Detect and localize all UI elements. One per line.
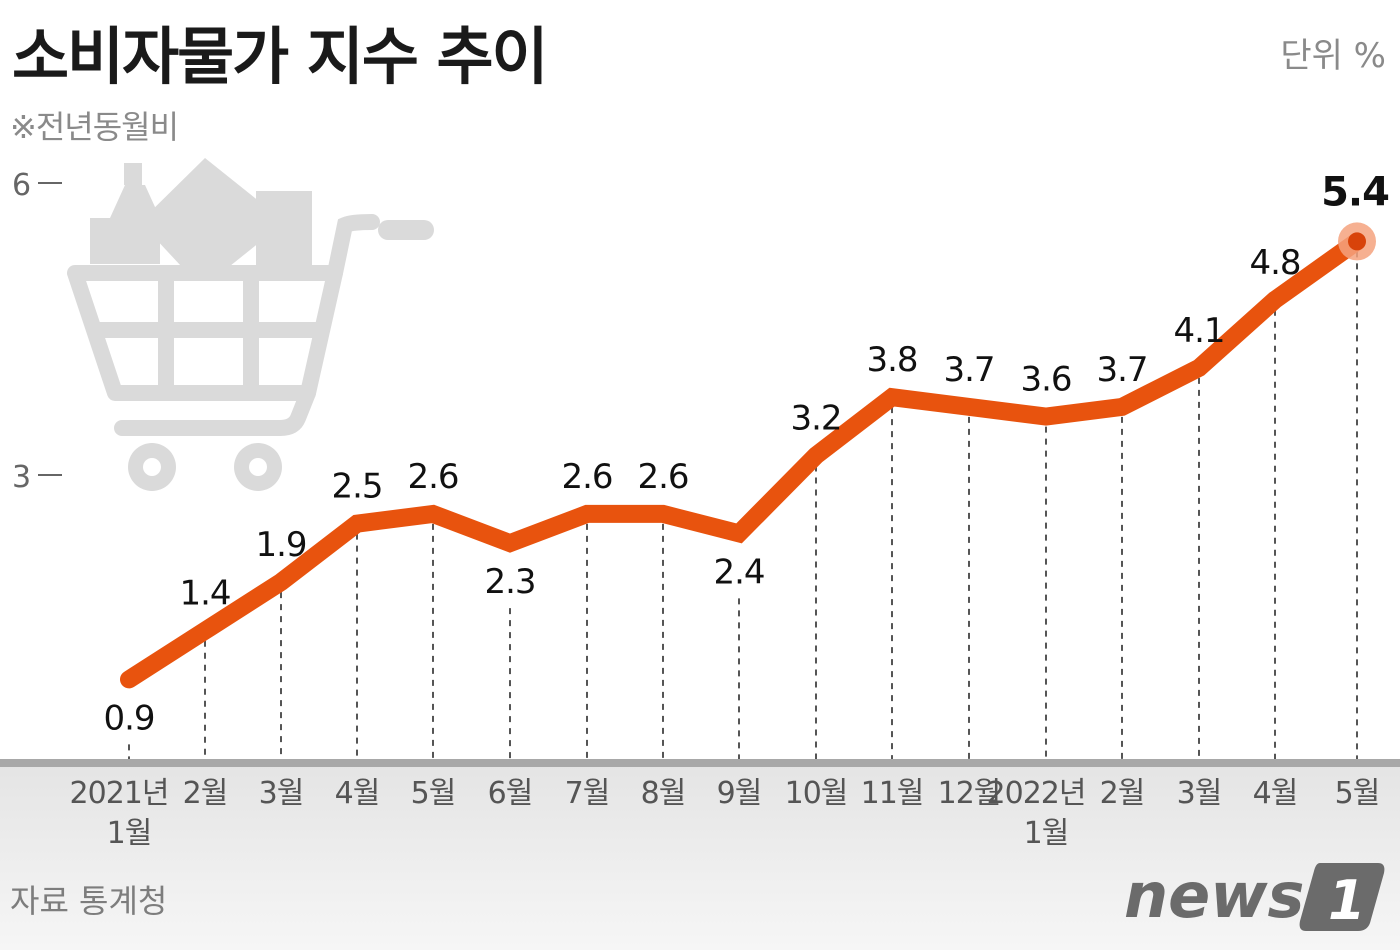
x-tick-label: 10월	[785, 776, 848, 811]
value-label: 2.3	[484, 562, 535, 602]
logo-text: news	[1124, 859, 1304, 932]
drop-lines	[128, 251, 1358, 760]
news1-logo: news 1	[1124, 859, 1385, 932]
source-label: 자료 통계청	[10, 882, 168, 920]
x-tick-label: 12월	[938, 776, 1001, 811]
y-tick-label: 6	[12, 168, 31, 203]
value-label: 3.8	[866, 340, 917, 380]
value-label: 3.7	[1096, 350, 1147, 390]
value-label: 2.5	[331, 467, 382, 507]
unit-label: 단위 %	[1280, 36, 1386, 76]
shopping-cart-icon	[67, 158, 434, 491]
y-tick-label: 3	[12, 460, 31, 495]
x-tick-label: 1월	[1024, 816, 1069, 851]
x-tick-label: 2월	[183, 776, 228, 811]
value-label: 4.1	[1173, 311, 1224, 351]
y-axis: 6 3	[12, 168, 62, 495]
x-tick-label: 4월	[1253, 776, 1298, 811]
x-tick-label: 4월	[335, 776, 380, 811]
x-tick-label: 11월	[861, 776, 924, 811]
x-tick-label: 1월	[107, 816, 152, 851]
x-axis-band	[0, 762, 1400, 950]
value-label: 0.9	[103, 698, 154, 738]
x-tick-label: 2월	[1100, 776, 1145, 811]
value-label: 2.6	[637, 457, 688, 497]
value-label: 2.6	[407, 457, 458, 497]
value-label: 3.6	[1020, 360, 1071, 400]
latest-point-dot	[1348, 232, 1366, 251]
x-tick-label: 2022년	[987, 776, 1086, 811]
value-label: 1.9	[255, 525, 306, 565]
value-label: 2.4	[713, 552, 764, 592]
value-labels: 0.9 1.4 1.9 2.5 2.6 2.3 2.6 2.6 2.4 3.2 3.8 3.7 3.6 3…	[103, 169, 1389, 738]
value-label: 1.4	[179, 574, 230, 614]
x-tick-label: 9월	[717, 776, 762, 811]
value-label: 2.6	[561, 457, 612, 497]
chart-title: 소비자물가 지수 추이	[12, 20, 549, 93]
x-tick-label: 8월	[641, 776, 686, 811]
value-label: 3.7	[943, 350, 994, 390]
value-label: 4.8	[1249, 243, 1300, 283]
x-tick-label: 6월	[488, 776, 533, 811]
value-label: 3.2	[790, 399, 841, 439]
series-polyline	[120, 232, 1366, 689]
x-axis-line	[0, 759, 1400, 767]
x-tick-label: 3월	[1177, 776, 1222, 811]
x-tick-label: 2021년	[70, 776, 169, 811]
x-tick-label: 7월	[565, 776, 610, 811]
x-tick-label: 5월	[1335, 776, 1380, 811]
chart-subtitle: ※전년동월비	[10, 108, 179, 146]
x-tick-label: 3월	[259, 776, 304, 811]
x-tick-label: 5월	[411, 776, 456, 811]
value-label: 5.4	[1321, 169, 1389, 215]
logo-mark: 1	[1328, 869, 1366, 932]
data-line	[120, 222, 1376, 689]
